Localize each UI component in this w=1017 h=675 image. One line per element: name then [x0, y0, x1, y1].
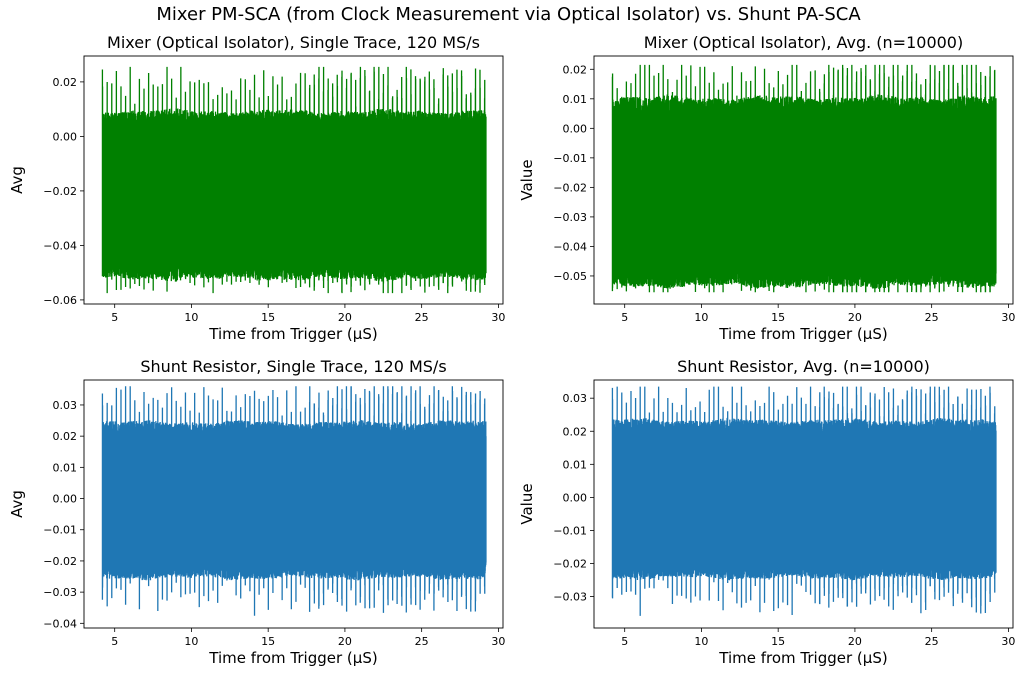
x-tick-label: 10 — [184, 635, 198, 648]
x-tick-label: 25 — [925, 311, 939, 324]
x-tick-label: 5 — [111, 311, 118, 324]
x-tick-label: 25 — [415, 635, 429, 648]
y-axis-label: Value — [518, 483, 536, 524]
x-tick-label: 10 — [184, 311, 198, 324]
x-tick-label: 30 — [1001, 635, 1015, 648]
series-line-mixer-single — [101, 66, 487, 294]
y-tick-label: −0.02 — [43, 555, 77, 568]
x-axis-label: Time from Trigger (μS) — [208, 325, 377, 343]
y-tick-label: 0.02 — [53, 430, 78, 443]
figure-title: Mixer PM-SCA (from Clock Measurement via… — [156, 4, 861, 25]
x-tick-label: 5 — [621, 635, 628, 648]
x-tick-label: 15 — [261, 635, 275, 648]
plot-frame — [593, 379, 1014, 629]
y-axis-label: Value — [518, 159, 536, 200]
y-tick-label: 0.03 — [53, 399, 78, 412]
y-tick-label: −0.03 — [43, 586, 77, 599]
series-line-shunt-avg — [611, 386, 997, 616]
x-tick-label: 20 — [338, 311, 352, 324]
x-tick-label: 10 — [694, 311, 708, 324]
x-tick-label: 30 — [491, 635, 505, 648]
plot-frame — [593, 55, 1014, 305]
y-tick-label: −0.03 — [553, 211, 587, 224]
x-tick-label: 20 — [848, 311, 862, 324]
y-tick-label: 0.02 — [53, 76, 78, 89]
panel-title: Mixer (Optical Isolator), Single Trace, … — [107, 33, 480, 52]
y-axis-label: Avg — [8, 166, 26, 194]
x-axis-label: Time from Trigger (μS) — [718, 325, 887, 343]
y-tick-label: −0.02 — [553, 181, 587, 194]
x-tick-label: 20 — [338, 635, 352, 648]
y-tick-label: −0.01 — [553, 152, 587, 165]
y-tick-label: −0.01 — [553, 524, 587, 537]
y-tick-label: 0.00 — [563, 491, 588, 504]
plot-frame — [83, 379, 504, 629]
x-axis-label: Time from Trigger (μS) — [208, 649, 377, 667]
y-tick-label: −0.02 — [553, 558, 587, 571]
y-tick-label: −0.01 — [43, 524, 77, 537]
panel-title: Shunt Resistor, Avg. (n=10000) — [677, 357, 930, 376]
y-tick-label: 0.00 — [53, 130, 78, 143]
chart-panel-shunt-avg: 5 10 15 20 25 30 −0.03 −0.02 −0.01 0.00 0.01 0.02 0.… — [518, 357, 1015, 667]
chart-panel-shunt-single: 5 10 15 20 25 30 −0.04 −0.03 −0.02 −0.01 0.00 0.01 0… — [8, 357, 505, 667]
x-tick-label: 30 — [491, 311, 505, 324]
x-axis-label: Time from Trigger (μS) — [718, 649, 887, 667]
x-tick-label: 15 — [771, 635, 785, 648]
y-tick-label: −0.04 — [43, 617, 77, 630]
x-tick-label: 15 — [771, 311, 785, 324]
y-tick-label: −0.03 — [553, 591, 587, 604]
y-tick-label: −0.05 — [553, 270, 587, 283]
y-tick-label: 0.00 — [53, 493, 78, 506]
panel-title: Mixer (Optical Isolator), Avg. (n=10000) — [644, 33, 963, 52]
y-tick-label: 0.02 — [563, 425, 588, 438]
y-tick-label: −0.06 — [43, 294, 77, 307]
y-tick-label: 0.01 — [563, 458, 588, 471]
y-tick-label: 0.01 — [563, 93, 588, 106]
y-tick-label: 0.00 — [563, 122, 588, 135]
x-tick-label: 30 — [1001, 311, 1015, 324]
chart-panel-mixer-avg: 5 10 15 20 25 30 −0.05 −0.04 −0.03 −0.02 −0.01 0.00… — [518, 33, 1015, 343]
x-tick-label: 10 — [694, 635, 708, 648]
series-line-shunt-single — [101, 386, 487, 616]
y-tick-label: 0.02 — [563, 63, 588, 76]
chart-panel-mixer-single: 5 10 15 20 25 30 −0.06 −0.04 −0.02 0.00 0.02 Mixer … — [8, 33, 505, 343]
panel-title: Shunt Resistor, Single Trace, 120 MS/s — [140, 357, 446, 376]
y-tick-label: 0.03 — [563, 392, 588, 405]
x-tick-label: 5 — [621, 311, 628, 324]
x-tick-label: 15 — [261, 311, 275, 324]
y-axis-label: Avg — [8, 490, 26, 518]
y-tick-label: 0.01 — [53, 461, 78, 474]
series-line-mixer-avg — [611, 64, 997, 293]
y-tick-label: −0.04 — [553, 240, 587, 253]
x-tick-label: 25 — [415, 311, 429, 324]
y-tick-label: −0.02 — [43, 185, 77, 198]
x-tick-label: 25 — [925, 635, 939, 648]
x-tick-label: 5 — [111, 635, 118, 648]
y-tick-label: −0.04 — [43, 239, 77, 252]
plot-frame — [83, 55, 504, 305]
x-tick-label: 20 — [848, 635, 862, 648]
